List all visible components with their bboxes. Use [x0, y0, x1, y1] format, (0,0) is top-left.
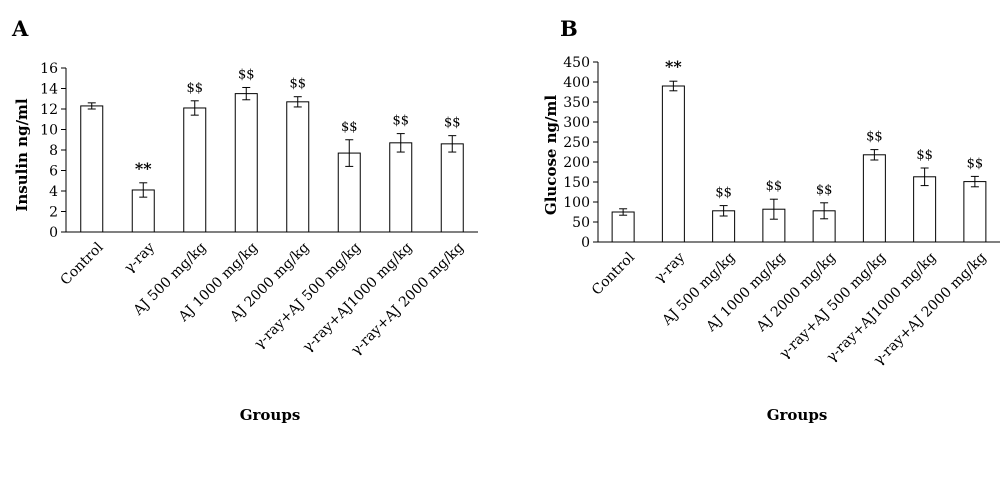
panel-a-significance-mark: $$: [186, 81, 203, 96]
panel-b-y-tick-label: 100: [563, 195, 590, 211]
panel-b-y-tick-label: 300: [563, 115, 590, 131]
panel-a-y-tick-label: 16: [40, 61, 58, 77]
panel-b-significance-mark: **: [665, 57, 682, 76]
panel-a-bar: [183, 107, 207, 233]
panel-a-significance-mark: $$: [341, 120, 358, 135]
panel-b-label: B: [560, 16, 578, 41]
panel-b-category-label: Control: [589, 249, 638, 298]
panel-b-bar: [913, 176, 937, 243]
panel-b-y-tick-label: 50: [572, 215, 590, 231]
panel-b-y-tick-label: 200: [563, 155, 590, 171]
panel-a-y-tick-label: 8: [49, 143, 58, 159]
panel-b-significance-mark: $$: [916, 148, 933, 163]
panel-a-category-label: Control: [58, 239, 107, 288]
panel-a-significance-mark: $$: [289, 77, 306, 92]
panel-a-significance-mark: **: [135, 159, 152, 178]
panel-b-significance-mark: $$: [967, 156, 984, 171]
panel-b-significance-mark: $$: [766, 179, 783, 194]
panel-a-significance-mark: $$: [392, 114, 409, 129]
panel-b-y-tick-label: 0: [581, 235, 590, 251]
panel-b-y-tick-label: 450: [563, 55, 590, 71]
panel-a-bar: [389, 142, 413, 233]
panel-a-significance-mark: $$: [444, 116, 461, 131]
panel-b-y-tick-label: 400: [563, 75, 590, 91]
panel-b-bar: [661, 85, 685, 243]
panel-b-bar: [862, 154, 886, 243]
panel-a-y-tick-label: 2: [49, 205, 58, 221]
panel-a-y-tick-label: 4: [49, 184, 58, 200]
panel-b-y-tick-label: 250: [563, 135, 590, 151]
panel-a-significance-mark: $$: [238, 67, 255, 82]
panel-b-significance-mark: $$: [816, 183, 833, 198]
panel-a-label: A: [11, 16, 29, 41]
panel-a-category-label: γ-ray: [121, 239, 158, 276]
panel-b-significance-mark: $$: [715, 186, 732, 201]
panel-a-y-tick-label: 14: [40, 82, 58, 98]
panel-a-y-tick-label: 10: [40, 123, 58, 139]
panel-a-y-tick-label: 12: [40, 102, 58, 118]
panel-b-y-tick-label: 350: [563, 95, 590, 111]
panel-b-bar: [611, 211, 635, 243]
panel-b-category-label: γ-ray: [651, 249, 688, 286]
panel-a-y-tick-label: 0: [49, 225, 58, 241]
panel-a-y-axis-label: Insulin ng/ml: [13, 98, 31, 212]
panel-b-x-axis-label: Groups: [767, 406, 828, 424]
panel-a-x-axis-label: Groups: [240, 406, 301, 424]
panel-a-bar: [286, 101, 310, 233]
panel-b-y-tick-label: 150: [563, 175, 590, 191]
panel-b-bar: [963, 181, 987, 243]
panel-b-significance-mark: $$: [866, 130, 883, 145]
panel-a-y-tick-label: 6: [49, 164, 58, 180]
panel-a-bar: [440, 143, 464, 233]
panel-b-y-axis-label: Glucose ng/ml: [542, 95, 560, 216]
panel-a-bar: [80, 105, 104, 233]
panel-a-bar: [234, 93, 258, 233]
